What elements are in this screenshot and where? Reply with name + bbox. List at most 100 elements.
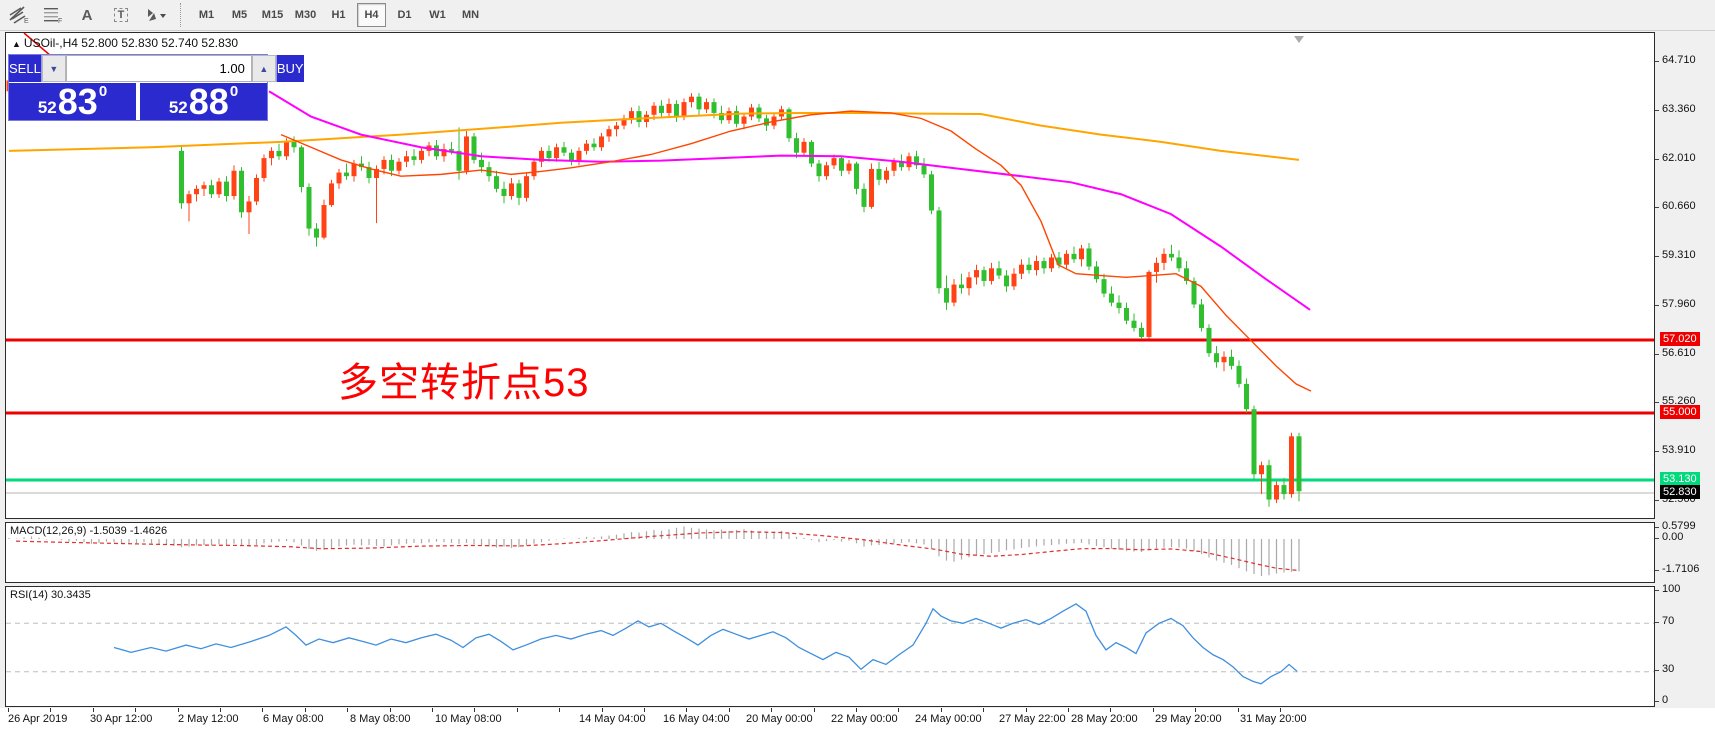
macd-axis-0.00-tick [1655,538,1659,539]
symbol-expand-icon[interactable]: ▲ [12,39,21,49]
timeframe-button-h4[interactable]: H4 [357,3,386,27]
macd-indicator-panel[interactable]: MACD(12,26,9) -1.5039 -1.4626 [5,522,1655,583]
timeframe-button-m15[interactable]: M15 [261,9,284,21]
time-tick [178,708,179,712]
volume-decrease-button[interactable]: ▼ [41,55,66,82]
time-label: 6 May 08:00 [263,713,324,725]
time-tick [1110,708,1111,712]
time-tick [1195,708,1196,712]
rsi-axis-30-tick [1655,670,1659,671]
time-tick [856,708,857,712]
price-tick-53.910-tick [1655,451,1659,452]
fibonacci-icon[interactable]: F [38,3,68,27]
buy-price-prefix: 52 [168,98,188,117]
buy-price-main: 88 [188,80,229,122]
time-label: 28 May 20:00 [1071,713,1138,725]
timeframe-button-mn[interactable]: MN [461,9,480,21]
rsi-axis-30: 30 [1662,663,1675,675]
time-tick [220,708,221,712]
time-label: 14 May 04:00 [579,713,646,725]
buy-button[interactable]: BUY [275,55,304,82]
timeframe-button-m1[interactable]: M1 [198,9,215,21]
timeframe-button-m30[interactable]: M30 [294,9,317,21]
volume-stepper: ▼ ▲ [41,55,276,82]
price-tick-60.660-tick [1655,207,1659,208]
sell-price-main: 83 [57,80,98,122]
price-tick-52.560-tick [1655,500,1659,501]
time-tick [1026,708,1027,712]
time-tick [8,708,9,712]
rsi-axis-0: 0 [1662,694,1669,706]
time-tick [644,708,645,712]
symbol-name: USOil-,H4 [23,36,78,50]
time-label: 31 May 20:00 [1240,713,1307,725]
time-tick [602,708,603,712]
time-label: 29 May 20:00 [1155,713,1222,725]
rsi-axis-0-tick [1655,701,1659,702]
macd-axis-0.5799: 0.5799 [1662,520,1696,532]
rsi-axis-70-tick [1655,622,1659,623]
price-tick-62.010: 62.010 [1662,152,1696,164]
svg-text:E: E [24,18,29,24]
time-label: 20 May 00:00 [746,713,813,725]
timeframe-button-d1[interactable]: D1 [397,9,412,21]
volume-increase-button[interactable]: ▲ [251,55,276,82]
equidistant-channel-icon[interactable]: E [4,3,34,27]
time-tick [898,708,899,712]
price-tick-59.310-tick [1655,256,1659,257]
timeframe-button-w1[interactable]: W1 [429,9,446,21]
time-tick [1280,708,1281,712]
time-axis[interactable]: 26 Apr 2019 30 Apr 12:00 2 May 12:00 6 May … [0,708,1715,732]
chart-annotation-text: 多空转折点53 [338,361,590,405]
macd-axis-0.00: 0.00 [1662,531,1684,543]
price-tick-53.910: 53.910 [1662,444,1696,456]
price-tick-64.710: 64.710 [1662,54,1696,66]
macd-axis-0.5799-tick [1655,527,1659,528]
price-tick-63.360: 63.360 [1662,103,1696,115]
price-tick-60.660: 60.660 [1662,200,1696,212]
buy-price-pip: 0 [229,83,239,100]
arrows-icon[interactable] [140,3,170,27]
volume-input[interactable] [65,55,252,82]
time-tick [135,708,136,712]
rsi-label: RSI(14) 30.3435 [10,589,91,601]
timeframe-button-m5[interactable]: M5 [231,9,248,21]
price-chart-panel[interactable]: ▲ USOil-,H4 52.800 52.830 52.740 52.830 多… [5,32,1655,519]
price-axis[interactable]: 64.710 63.360 62.010 60.660 59.310 57.960 56.6… [1655,0,1715,732]
time-tick [1153,708,1154,712]
price-tick-57.960-tick [1655,305,1659,306]
timeframe-button-h1[interactable]: H1 [331,9,346,21]
sell-price[interactable]: 52 83 0 [9,83,136,120]
sell-button[interactable]: SELL [9,55,42,82]
time-tick [686,708,687,712]
quote-divider [136,83,140,120]
sell-price-pip: 0 [98,83,108,100]
text-box-icon[interactable]: T [106,3,136,27]
time-tick [474,708,475,712]
one-click-trading-panel: SELL ▼ ▲ BUY 52 83 0 52 88 0 [8,54,304,121]
sell-price-prefix: 52 [37,98,57,117]
price-tick-62.010-tick [1655,159,1659,160]
time-tick [347,708,348,712]
timeframe-buttons: M1 M5 M15 M30 H1 H4 D1 W1 MN [190,3,487,27]
macd-label: MACD(12,26,9) -1.5039 -1.4626 [10,525,168,537]
rsi-indicator-panel[interactable]: RSI(14) 30.3435 [5,586,1655,707]
time-tick [432,708,433,712]
rsi-axis-70: 70 [1662,615,1675,627]
time-tick [983,708,984,712]
time-label: 10 May 08:00 [435,713,502,725]
price-tick-56.610-tick [1655,354,1659,355]
price-badge-52.830: 52.830 [1660,485,1700,499]
time-label: 2 May 12:00 [178,713,239,725]
candlestick-chart[interactable] [6,33,1654,518]
time-tick [50,708,51,712]
time-tick [1238,708,1239,712]
time-tick [390,708,391,712]
time-label: 26 Apr 2019 [8,713,68,725]
time-label: 16 May 04:00 [663,713,730,725]
text-label-icon[interactable]: A [81,6,93,24]
buy-price[interactable]: 52 88 0 [140,83,267,120]
svg-text:F: F [58,18,62,24]
price-tick-57.960: 57.960 [1662,298,1696,310]
price-tick-64.710-tick [1655,61,1659,62]
